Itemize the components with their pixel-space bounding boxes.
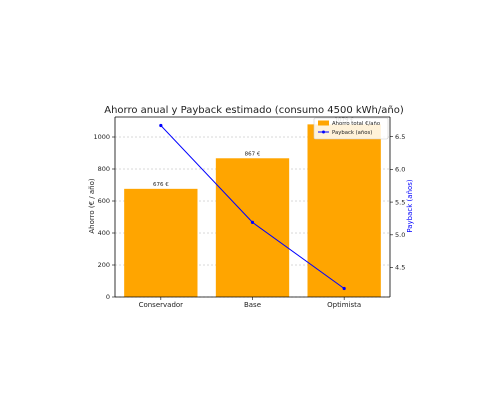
x-tick-label: Base bbox=[244, 301, 261, 309]
y-tick-label: 0 bbox=[106, 293, 110, 301]
legend: Ahorro total €/año Payback (años) bbox=[313, 117, 389, 140]
x-tick-label: Conservador bbox=[139, 301, 184, 309]
y2-axis-label: Payback (años) bbox=[406, 179, 414, 233]
payback-point bbox=[250, 220, 255, 224]
y2-tick-label: 6.5 bbox=[395, 133, 405, 141]
y-axis-label: Ahorro (€ / año) bbox=[88, 178, 96, 233]
x-tick-label: Optimista bbox=[327, 301, 361, 309]
legend-bar-swatch bbox=[318, 120, 329, 126]
y2-tick-label: 5.5 bbox=[395, 198, 405, 206]
ticks: 0 200 400 600 800 1000 4.5 5.0 5.5 6.0 6.5 Conserva… bbox=[93, 133, 405, 309]
y2-tick-label: 5.0 bbox=[395, 231, 405, 239]
y2-tick-label: 4.5 bbox=[395, 264, 405, 272]
legend-line-marker bbox=[322, 130, 325, 134]
bars bbox=[124, 124, 381, 297]
y-tick-label: 600 bbox=[98, 197, 110, 205]
y2-tick-label: 6.0 bbox=[395, 166, 405, 174]
payback-line bbox=[159, 123, 346, 291]
bar bbox=[215, 158, 290, 297]
chart-title: Ahorro anual y Payback estimado (consumo… bbox=[104, 105, 404, 116]
bar-label: 676 € bbox=[153, 182, 169, 188]
y-tick-label: 200 bbox=[98, 261, 110, 269]
y-tick-label: 800 bbox=[98, 165, 110, 173]
y-tick-label: 1000 bbox=[93, 133, 110, 141]
legend-line-label: Payback (años) bbox=[332, 130, 372, 136]
payback-point bbox=[159, 123, 163, 128]
bar bbox=[307, 124, 381, 297]
legend-bar-label: Ahorro total €/año bbox=[332, 121, 380, 127]
payback-point bbox=[342, 286, 346, 291]
bar-label: 867 € bbox=[245, 151, 261, 157]
bar bbox=[124, 188, 198, 297]
y-tick-label: 400 bbox=[98, 229, 110, 237]
